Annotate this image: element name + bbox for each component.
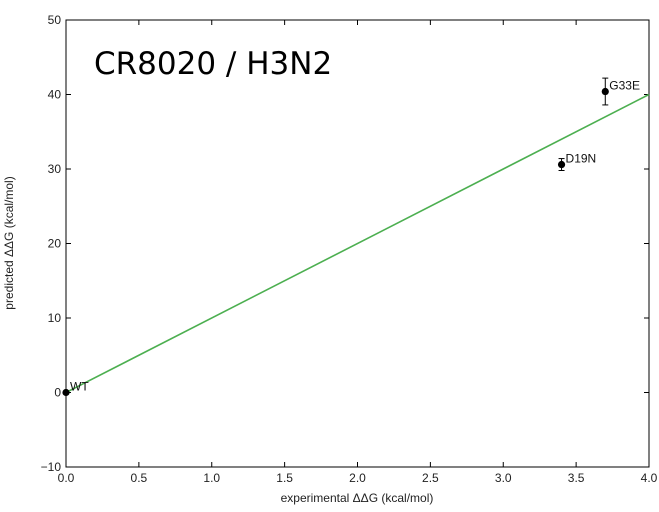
x-tick-label: 0.0 [58,471,75,485]
x-tick-label: 3.5 [568,471,585,485]
fit-line [65,93,650,394]
x-tick-label: 4.0 [641,471,658,485]
chart-title: CR8020 / H3N2 [94,46,332,82]
y-tick-label: 40 [48,88,62,102]
data-points: WT D19N G33E [62,77,640,397]
y-tick-label: 10 [48,311,62,325]
data-point [557,160,566,169]
point-label: D19N [566,152,597,166]
y-tick-label: −10 [41,460,62,474]
x-tick-label: 2.5 [422,471,439,485]
x-tick-label: 2.0 [349,471,366,485]
y-tick-label: 20 [48,237,62,251]
x-tick-label: 0.5 [131,471,148,485]
x-axis-label: experimental ΔΔG (kcal/mol) [281,491,434,505]
x-tick-label: 3.0 [495,471,512,485]
x-tick-labels: 0.0 0.5 1.0 1.5 2.0 2.5 3.0 3.5 4.0 [58,471,658,485]
point-label: G33E [609,79,640,93]
data-point [62,388,70,397]
y-tick-label: 0 [54,386,61,400]
y-axis-label: predicted ΔΔG (kcal/mol) [2,176,16,309]
y-tick-label: 30 [48,162,62,176]
x-tick-label: 1.5 [276,471,293,485]
y-tick-labels: −10 0 10 20 30 40 50 [41,13,62,474]
fit-line-group [65,93,650,394]
data-point [601,87,609,96]
x-tick-label: 1.0 [203,471,220,485]
point-label: WT [70,380,89,394]
y-tick-label: 50 [48,13,62,27]
